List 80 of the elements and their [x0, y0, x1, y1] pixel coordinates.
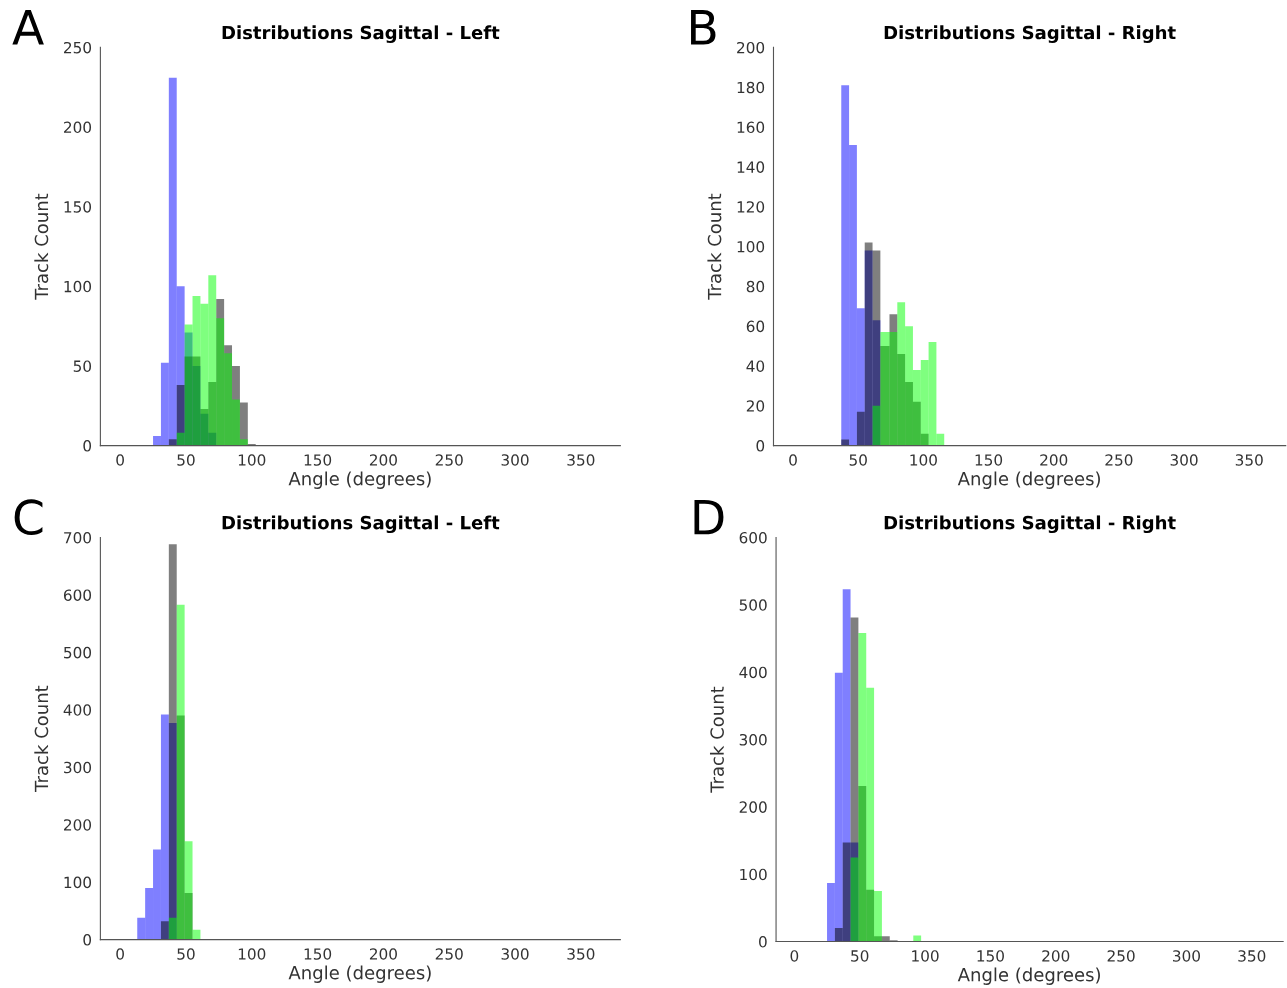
y-tick-label: 300	[739, 733, 767, 746]
x-tick-label: 50	[849, 454, 867, 466]
x-tick-label: 50	[851, 950, 869, 962]
x-tick-label: 50	[177, 454, 195, 466]
y-tick-label: 0	[83, 934, 92, 946]
y-tick-label: 400	[63, 704, 92, 716]
y-tick-label: 60	[746, 320, 765, 333]
x-axis-title: Angle (degrees)	[288, 965, 431, 983]
y-axis-title: Track Count	[707, 193, 722, 300]
y-tick-label: 300	[64, 761, 92, 774]
x-tick-label: 150	[304, 948, 332, 960]
x-axis-title: Angle (degrees)	[957, 471, 1100, 489]
x-tick-label: 0	[790, 950, 799, 962]
y-tick-label: 120	[737, 201, 765, 213]
y-tick-label: 0	[83, 440, 92, 452]
y-tick-label: 200	[739, 801, 767, 813]
x-tick-label: 100	[912, 950, 939, 962]
y-tick-label: 100	[64, 280, 92, 293]
x-axis-title: Angle (degrees)	[957, 967, 1100, 985]
x-tick-label: 250	[435, 948, 463, 960]
x-tick-label: 200	[369, 454, 397, 466]
y-tick-label: 160	[737, 121, 765, 134]
y-tick-label: 200	[737, 41, 765, 54]
x-tick-label: 50	[177, 948, 195, 960]
y-tick-label: 700	[64, 531, 92, 544]
x-tick-label: 300	[501, 454, 529, 466]
y-tick-label: 200	[64, 819, 92, 831]
y-tick-label: 100	[740, 868, 767, 881]
x-tick-label: 100	[910, 454, 937, 466]
y-tick-label: 500	[739, 599, 767, 611]
x-tick-label: 350	[1238, 950, 1266, 962]
y-tick-label: 400	[739, 666, 767, 679]
x-tick-label: 0	[116, 948, 124, 960]
y-tick-label: 0	[759, 936, 767, 948]
chart-title: Distributions Sagittal - Right	[884, 25, 1176, 43]
y-tick-label: 100	[737, 240, 765, 253]
x-tick-label: 200	[369, 948, 397, 960]
x-tick-label: 300	[501, 948, 529, 960]
text: A	[12, 10, 44, 45]
x-tick-label: 250	[435, 454, 463, 466]
y-tick-label: 140	[737, 161, 765, 173]
text: C	[14, 499, 43, 536]
x-tick-label: 100	[238, 454, 266, 466]
y-axis-title: Track Count	[34, 193, 49, 300]
x-tick-label: 100	[238, 948, 266, 960]
x-tick-label: 0	[789, 454, 797, 466]
y-tick-label: 600	[739, 531, 767, 544]
x-tick-label: 150	[975, 454, 1003, 466]
y-tick-label: 150	[64, 201, 92, 213]
x-tick-label: 350	[1235, 454, 1263, 466]
x-tick-label: 350	[567, 454, 595, 466]
y-tick-label: 50	[73, 360, 92, 372]
y-tick-label: 200	[64, 121, 92, 134]
x-tick-label: 0	[116, 454, 124, 466]
x-tick-label: 200	[1040, 454, 1068, 466]
x-tick-label: 150	[977, 950, 1004, 962]
y-tick-label: 0	[756, 440, 765, 452]
chart-title: Distributions Sagittal - Left	[222, 25, 500, 43]
x-tick-label: 200	[1042, 950, 1070, 962]
x-axis-title: Angle (degrees)	[288, 471, 431, 489]
y-tick-label: 100	[64, 876, 92, 889]
chart-title: Distributions Sagittal - Left	[222, 515, 500, 534]
x-tick-label: 300	[1173, 950, 1200, 962]
y-tick-label: 250	[64, 41, 92, 54]
x-tick-label: 350	[567, 948, 595, 960]
text: D	[694, 499, 724, 535]
y-axis-title: Track Count	[709, 686, 724, 793]
x-tick-label: 250	[1105, 454, 1133, 466]
y-axis-title: Track Count	[34, 685, 49, 792]
x-tick-label: 150	[304, 454, 332, 466]
x-tick-label: 300	[1170, 454, 1198, 466]
chart-title: Distributions Sagittal - Right	[884, 515, 1176, 534]
y-tick-label: 20	[746, 400, 765, 412]
y-tick-label: 600	[63, 589, 92, 601]
y-tick-label: 80	[746, 280, 765, 293]
text: B	[691, 10, 716, 45]
y-tick-label: 180	[737, 81, 765, 94]
y-tick-label: 500	[64, 646, 92, 659]
x-tick-label: 250	[1107, 950, 1135, 962]
y-tick-label: 40	[746, 360, 765, 372]
